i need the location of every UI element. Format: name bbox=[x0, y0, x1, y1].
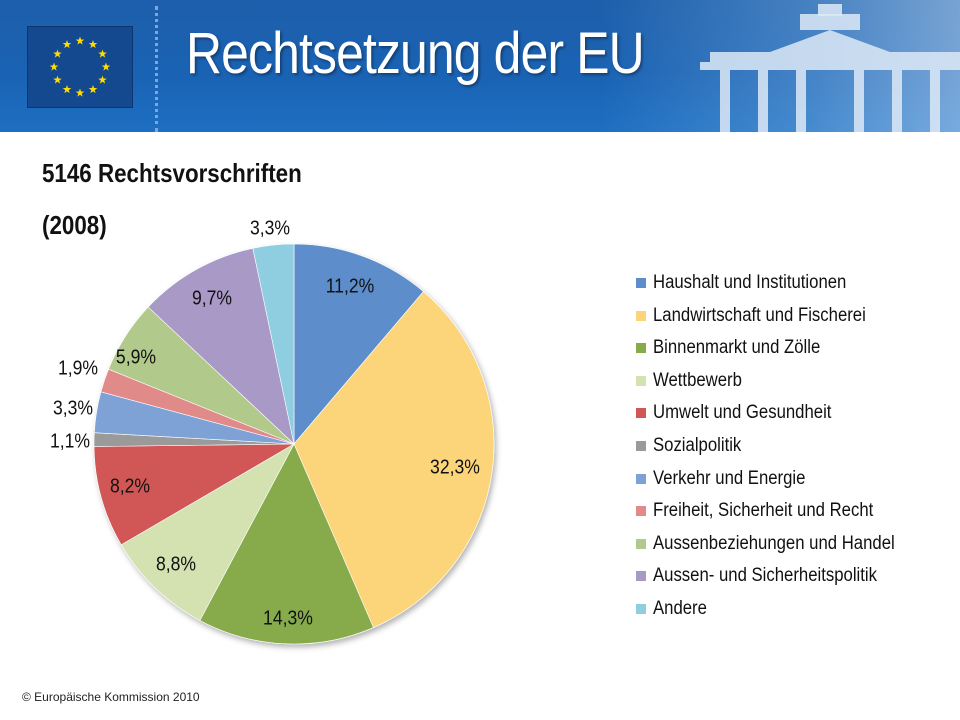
slice-data-label: 9,7% bbox=[192, 286, 232, 308]
pie-slice bbox=[93, 443, 296, 546]
legend-swatch bbox=[636, 473, 646, 484]
legend-item: Umwelt und Gesundheit bbox=[636, 402, 946, 435]
slice-data-label: 11,2% bbox=[326, 274, 375, 296]
legend-swatch bbox=[636, 440, 646, 451]
legend-label: Aussenbeziehungen und Handel bbox=[653, 532, 895, 554]
flag-star bbox=[62, 85, 72, 94]
slice-data-label: 1,9% bbox=[58, 356, 98, 378]
legend-item: Sozialpolitik bbox=[636, 435, 946, 468]
flag-star bbox=[98, 75, 107, 84]
legend-item: Andere bbox=[636, 598, 946, 631]
legend-swatch bbox=[636, 571, 646, 582]
legend-swatch bbox=[636, 310, 646, 321]
eu-flag-icon bbox=[27, 26, 133, 108]
legend-label: Wettbewerb bbox=[653, 369, 742, 391]
legend-label: Freiheit, Sicherheit und Recht bbox=[653, 500, 874, 522]
legend-label: Umwelt und Gesundheit bbox=[653, 402, 832, 424]
pie-slice bbox=[147, 247, 295, 445]
legend-swatch bbox=[636, 343, 646, 354]
legend-label: Binnenmarkt und Zölle bbox=[653, 337, 821, 359]
flag-star bbox=[88, 39, 98, 49]
legend-swatch bbox=[636, 375, 646, 386]
slice-data-label: 8,2% bbox=[110, 474, 150, 496]
header-divider bbox=[155, 6, 158, 132]
flag-star bbox=[53, 49, 62, 58]
legend-swatch bbox=[636, 278, 646, 288]
brandenburg-gate-icon bbox=[700, 4, 960, 132]
legend-item: Freiheit, Sicherheit und Recht bbox=[636, 500, 946, 533]
pie-slice bbox=[293, 243, 424, 445]
pie-slice bbox=[293, 291, 495, 628]
pie-slice bbox=[199, 443, 374, 645]
legend-item: Binnenmarkt und Zölle bbox=[636, 337, 946, 370]
legend-label: Verkehr und Energie bbox=[653, 467, 806, 489]
flag-star bbox=[98, 49, 107, 58]
pie-slice bbox=[120, 443, 295, 621]
slice-data-label: 14,3% bbox=[263, 606, 313, 628]
flag-star bbox=[75, 36, 85, 45]
legend-swatch bbox=[636, 408, 646, 419]
legend-label: Aussen- und Sicherheitspolitik bbox=[653, 565, 877, 587]
legend-item: Aussenbeziehungen und Handel bbox=[636, 533, 946, 566]
flag-star bbox=[101, 62, 111, 71]
legend-swatch bbox=[636, 506, 646, 517]
eu-stars-icon bbox=[49, 36, 111, 97]
chart-legend: Haushalt und Institutionen Landwirtschaft… bbox=[636, 272, 946, 631]
slice-data-label: 3,3% bbox=[53, 396, 93, 418]
legend-swatch bbox=[636, 603, 646, 614]
legend-item: Verkehr und Energie bbox=[636, 468, 946, 501]
flag-star bbox=[62, 39, 72, 49]
pie-slice bbox=[252, 243, 295, 445]
legend-item: Wettbewerb bbox=[636, 370, 946, 403]
legend-item: Haushalt und Institutionen bbox=[636, 272, 946, 305]
flag-star bbox=[53, 75, 62, 84]
header-banner: Rechtsetzung der EU bbox=[0, 0, 960, 132]
slice-data-label: 32,3% bbox=[430, 455, 480, 477]
legend-label: Haushalt und Institutionen bbox=[653, 272, 847, 293]
slice-data-label: 8,8% bbox=[156, 552, 196, 574]
legend-label: Sozialpolitik bbox=[653, 434, 742, 456]
legend-item: Aussen- und Sicherheitspolitik bbox=[636, 565, 946, 598]
flag-star bbox=[49, 62, 59, 71]
copyright-text: © Europäische Kommission 2010 bbox=[22, 690, 200, 704]
legend-item: Landwirtschaft und Fischerei bbox=[636, 305, 946, 338]
legend-label: Landwirtschaft und Fischerei bbox=[653, 304, 866, 326]
slice-data-label: 1,1% bbox=[50, 429, 90, 451]
slice-data-label: 3,3% bbox=[250, 216, 290, 238]
flag-star bbox=[75, 88, 85, 97]
subtitle-line-2: (2008) bbox=[42, 210, 107, 240]
flag-star bbox=[88, 85, 98, 94]
legend-swatch bbox=[636, 538, 646, 549]
subtitle-line-1: 5146 Rechtsvorschriften bbox=[42, 158, 302, 188]
legend-label: Andere bbox=[653, 597, 707, 619]
page-title: Rechtsetzung der EU bbox=[186, 21, 645, 86]
slice-data-label: 5,9% bbox=[116, 345, 156, 367]
